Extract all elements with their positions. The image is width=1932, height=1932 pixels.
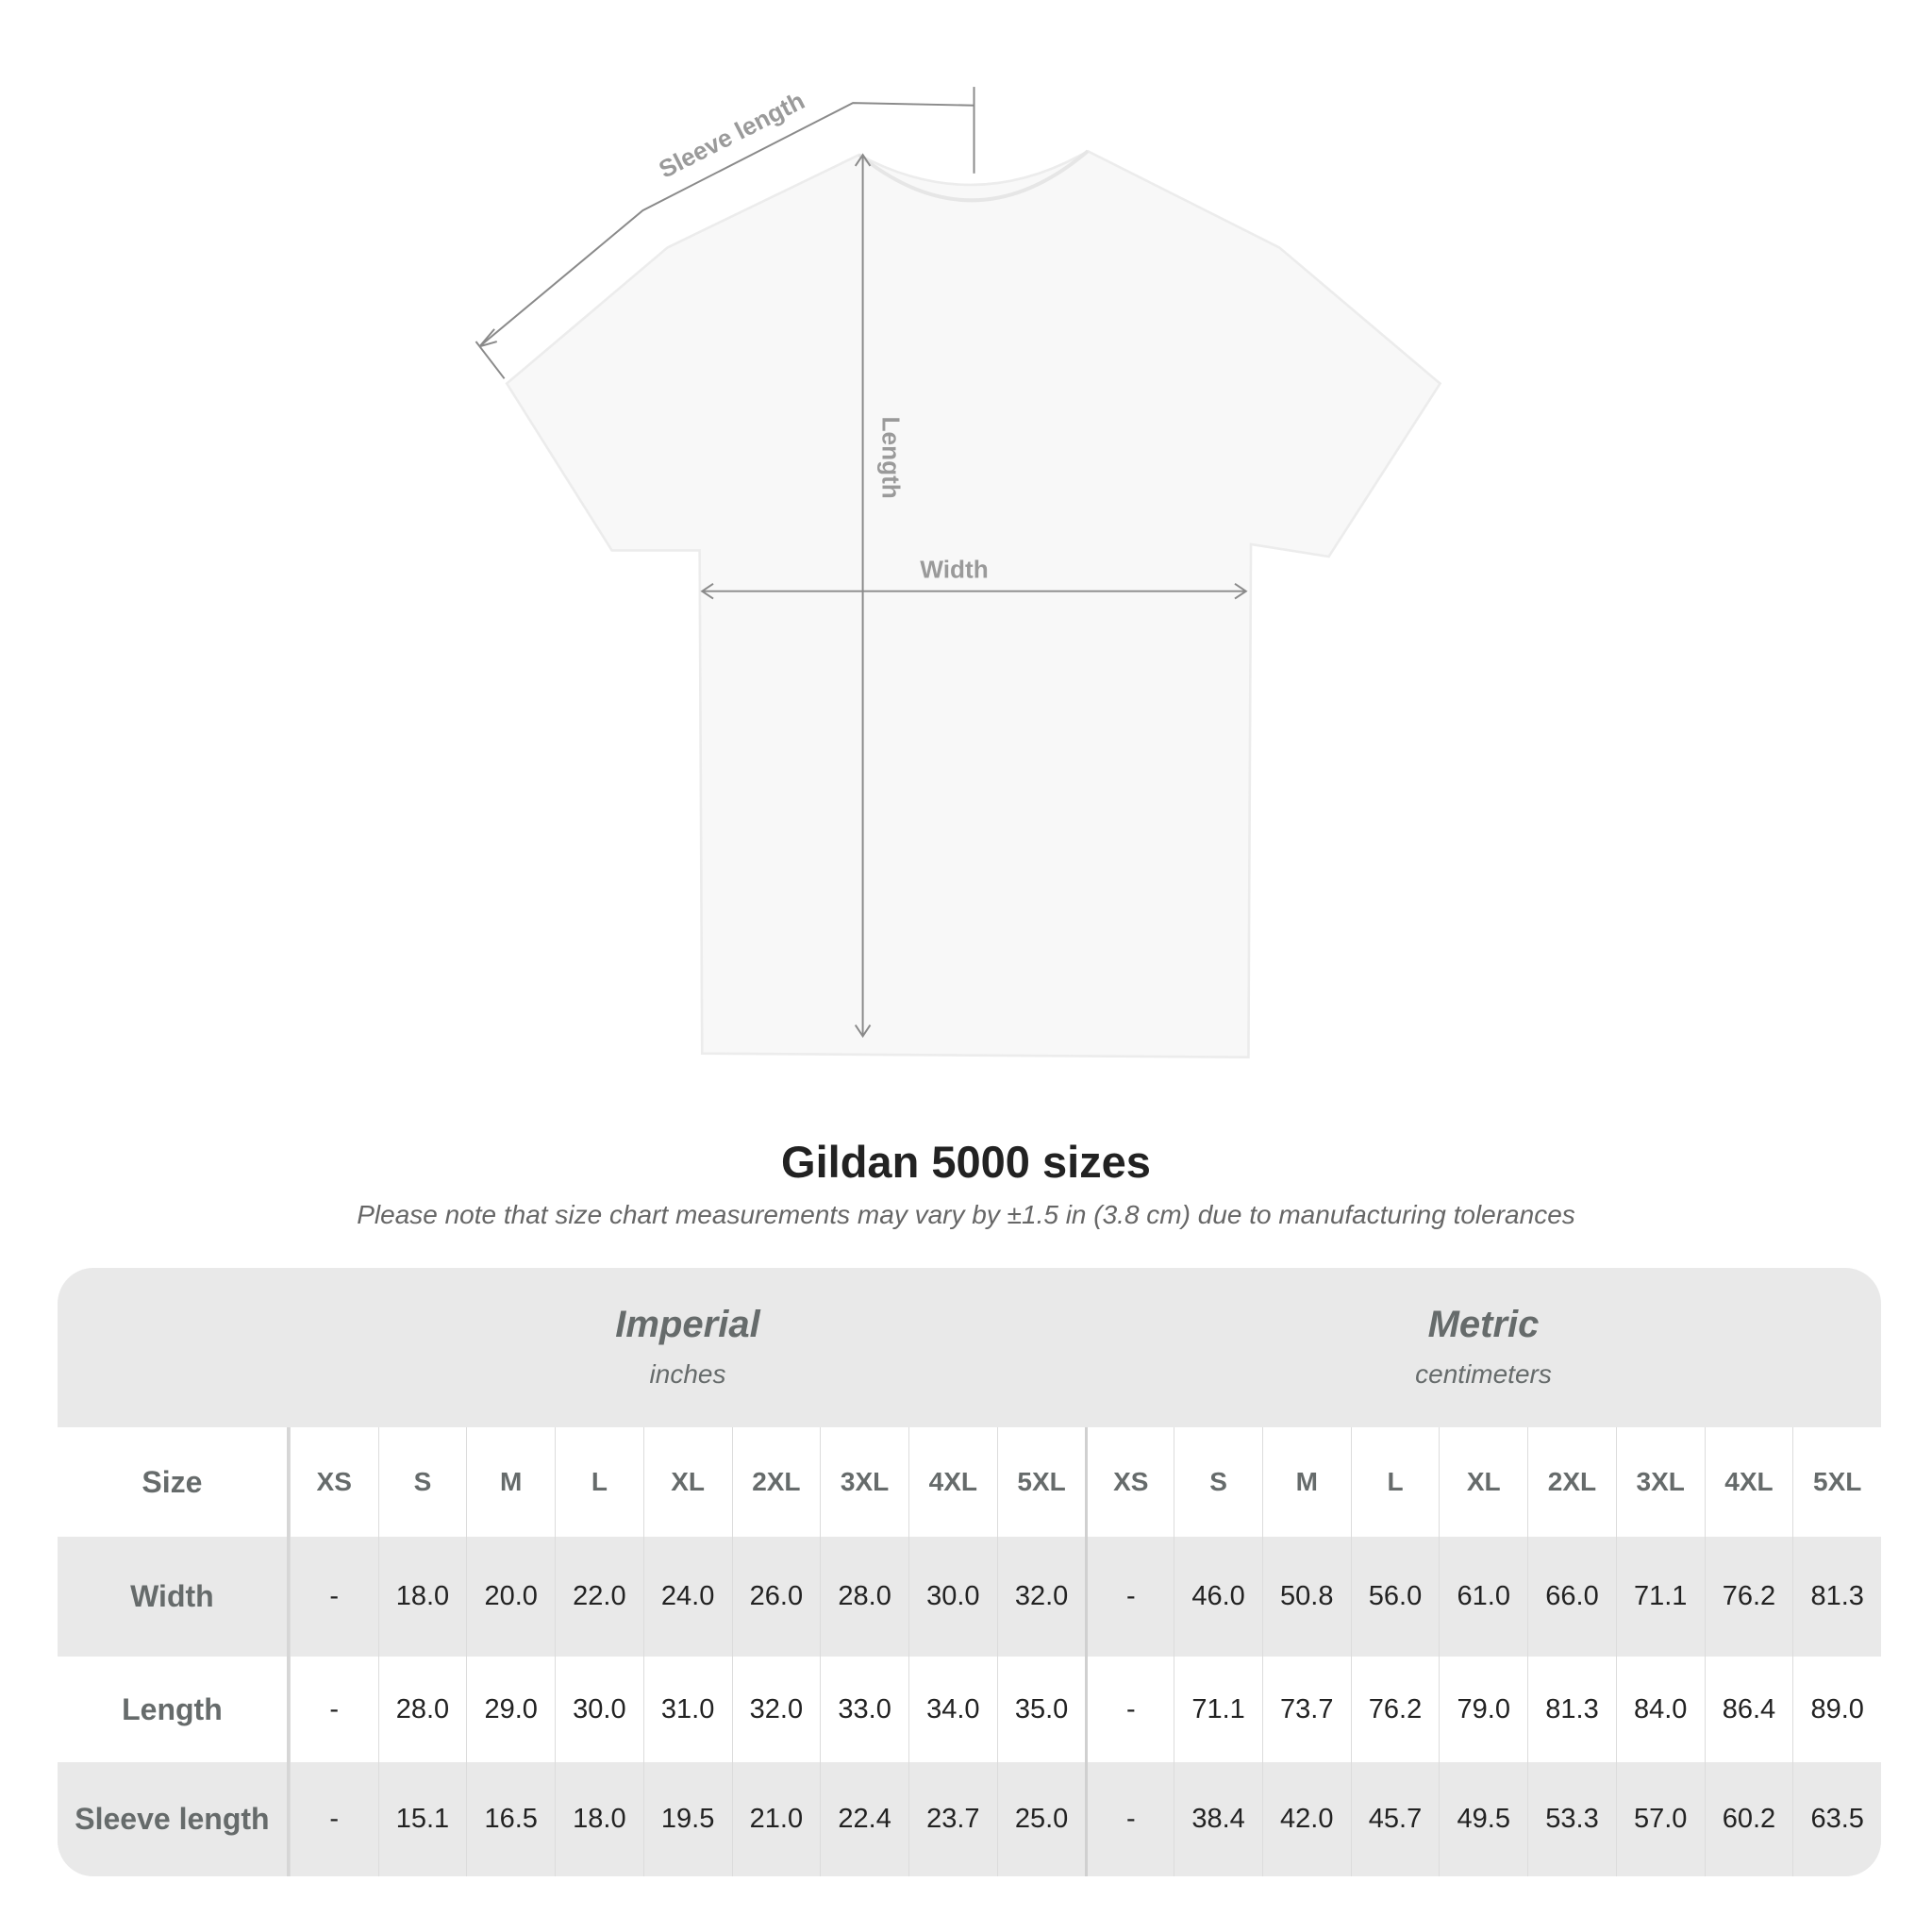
table-cell: 2XL — [1527, 1427, 1616, 1537]
table-cell: S — [1174, 1427, 1262, 1537]
table-cell: 3XL — [1615, 1427, 1705, 1537]
table-cell: 28.0 — [377, 1657, 467, 1762]
table-row: Sleeve length -15.1 16.5 18.0 19.5 21.0 22.4 23… — [58, 1762, 1881, 1876]
table-row: Width -18.0 20.0 22.0 24.0 26.0 28.0 30.0 32.0-4… — [58, 1537, 1881, 1657]
row-label: Size — [58, 1427, 290, 1537]
table-cell: 29.0 — [466, 1657, 555, 1762]
page-title: Gildan 5000 sizes — [781, 1137, 1151, 1187]
table-cell: 5XL — [1792, 1427, 1881, 1537]
sleeve-length-arrow — [478, 102, 974, 348]
table-cell: 18.0 — [377, 1537, 467, 1657]
table-cell: - — [1085, 1657, 1174, 1762]
table-cell: 63.5 — [1792, 1762, 1881, 1876]
table-cell: - — [289, 1762, 378, 1876]
table-cell: - — [289, 1537, 378, 1657]
table-cell: 66.0 — [1527, 1537, 1616, 1657]
table-cell: 16.5 — [466, 1762, 555, 1876]
table-cell: 5XL — [996, 1427, 1086, 1537]
size-table: Imperial inches Metric centimeters Size X… — [58, 1268, 1881, 1876]
table-cell: 25.0 — [996, 1762, 1086, 1876]
row-label: Width — [58, 1537, 290, 1657]
table-cell: 89.0 — [1792, 1657, 1881, 1762]
table-cell: 79.0 — [1439, 1657, 1527, 1762]
table-cell: 56.0 — [1350, 1537, 1440, 1657]
metric-header: Metric centimeters — [1086, 1268, 1881, 1427]
table-cell: 31.0 — [642, 1657, 732, 1762]
tshirt-shape — [505, 149, 1442, 1058]
table-cell: S — [377, 1427, 467, 1537]
table-cell: 71.1 — [1615, 1537, 1705, 1657]
sleeve-length-label: Sleeve length — [655, 86, 809, 183]
tolerance-note: Please note that size chart measurements… — [357, 1200, 1575, 1229]
table-cell: 33.0 — [820, 1657, 908, 1762]
table-cell: 86.4 — [1704, 1657, 1793, 1762]
table-cell: 34.0 — [908, 1657, 997, 1762]
table-cell: XS — [289, 1427, 378, 1537]
table-cell: 32.0 — [731, 1657, 821, 1762]
table-cell: 24.0 — [642, 1537, 732, 1657]
table-cell: 30.0 — [555, 1657, 643, 1762]
length-label: Length — [877, 417, 906, 499]
table-cell: 45.7 — [1350, 1762, 1440, 1876]
table-cell: 21.0 — [731, 1762, 821, 1876]
table-cell: 49.5 — [1439, 1762, 1527, 1876]
table-cell: 76.2 — [1704, 1537, 1793, 1657]
table-cell: 53.3 — [1527, 1762, 1616, 1876]
table-cell: 2XL — [731, 1427, 821, 1537]
table-cell: 76.2 — [1350, 1657, 1440, 1762]
imperial-header: Imperial inches — [290, 1268, 1086, 1427]
table-cell: 50.8 — [1261, 1537, 1351, 1657]
metric-unit: centimeters — [1415, 1359, 1552, 1389]
imperial-title: Imperial — [615, 1304, 760, 1345]
row-label: Sleeve length — [58, 1762, 290, 1876]
table-cell: 81.3 — [1792, 1537, 1881, 1657]
table-cell: - — [289, 1657, 378, 1762]
metric-title: Metric — [1427, 1304, 1540, 1345]
table-cell: 4XL — [908, 1427, 997, 1537]
table-cell: 18.0 — [555, 1762, 643, 1876]
table-cell: 26.0 — [731, 1537, 821, 1657]
table-cell: 35.0 — [996, 1657, 1086, 1762]
table-cell: 71.1 — [1174, 1657, 1262, 1762]
table-cell: 46.0 — [1174, 1537, 1262, 1657]
table-cell: L — [1350, 1427, 1440, 1537]
table-cell: 61.0 — [1439, 1537, 1527, 1657]
table-cell: 4XL — [1704, 1427, 1793, 1537]
table-cell: 32.0 — [996, 1537, 1086, 1657]
table-cell: M — [1261, 1427, 1351, 1537]
table-cell: L — [555, 1427, 643, 1537]
table-cell: 22.4 — [820, 1762, 908, 1876]
table-cell: 42.0 — [1261, 1762, 1351, 1876]
table-cell: 20.0 — [466, 1537, 555, 1657]
imperial-unit: inches — [649, 1359, 726, 1389]
table-cell: 38.4 — [1174, 1762, 1262, 1876]
row-label: Length — [58, 1657, 290, 1762]
table-cell: XS — [1085, 1427, 1174, 1537]
table-cell: 23.7 — [908, 1762, 997, 1876]
table-cell: 22.0 — [555, 1537, 643, 1657]
table-cell: XL — [1439, 1427, 1527, 1537]
size-header-row: Size XS S M L XL 2XL 3XL 4XL 5XL XS S M L XL 2XL 3XL 4XL 5… — [58, 1427, 1881, 1537]
table-cell: 28.0 — [820, 1537, 908, 1657]
table-cell: - — [1085, 1537, 1174, 1657]
table-cell: 57.0 — [1615, 1762, 1705, 1876]
table-cell: 84.0 — [1615, 1657, 1705, 1762]
table-row: Length -28.0 29.0 30.0 31.0 32.0 33.0 34.0 35.0-… — [58, 1657, 1881, 1762]
table-cell: XL — [642, 1427, 732, 1537]
width-label: Width — [920, 555, 988, 583]
table-cell: 81.3 — [1527, 1657, 1616, 1762]
tshirt-diagram: Sleeve length Length Width — [475, 86, 1442, 1058]
table-cell: 73.7 — [1261, 1657, 1351, 1762]
table-cell: 19.5 — [642, 1762, 732, 1876]
table-cell: 15.1 — [377, 1762, 467, 1876]
table-cell: - — [1085, 1762, 1174, 1876]
table-cell: 60.2 — [1704, 1762, 1793, 1876]
table-cell: 3XL — [820, 1427, 908, 1537]
table-cell: M — [466, 1427, 555, 1537]
table-cell: 30.0 — [908, 1537, 997, 1657]
